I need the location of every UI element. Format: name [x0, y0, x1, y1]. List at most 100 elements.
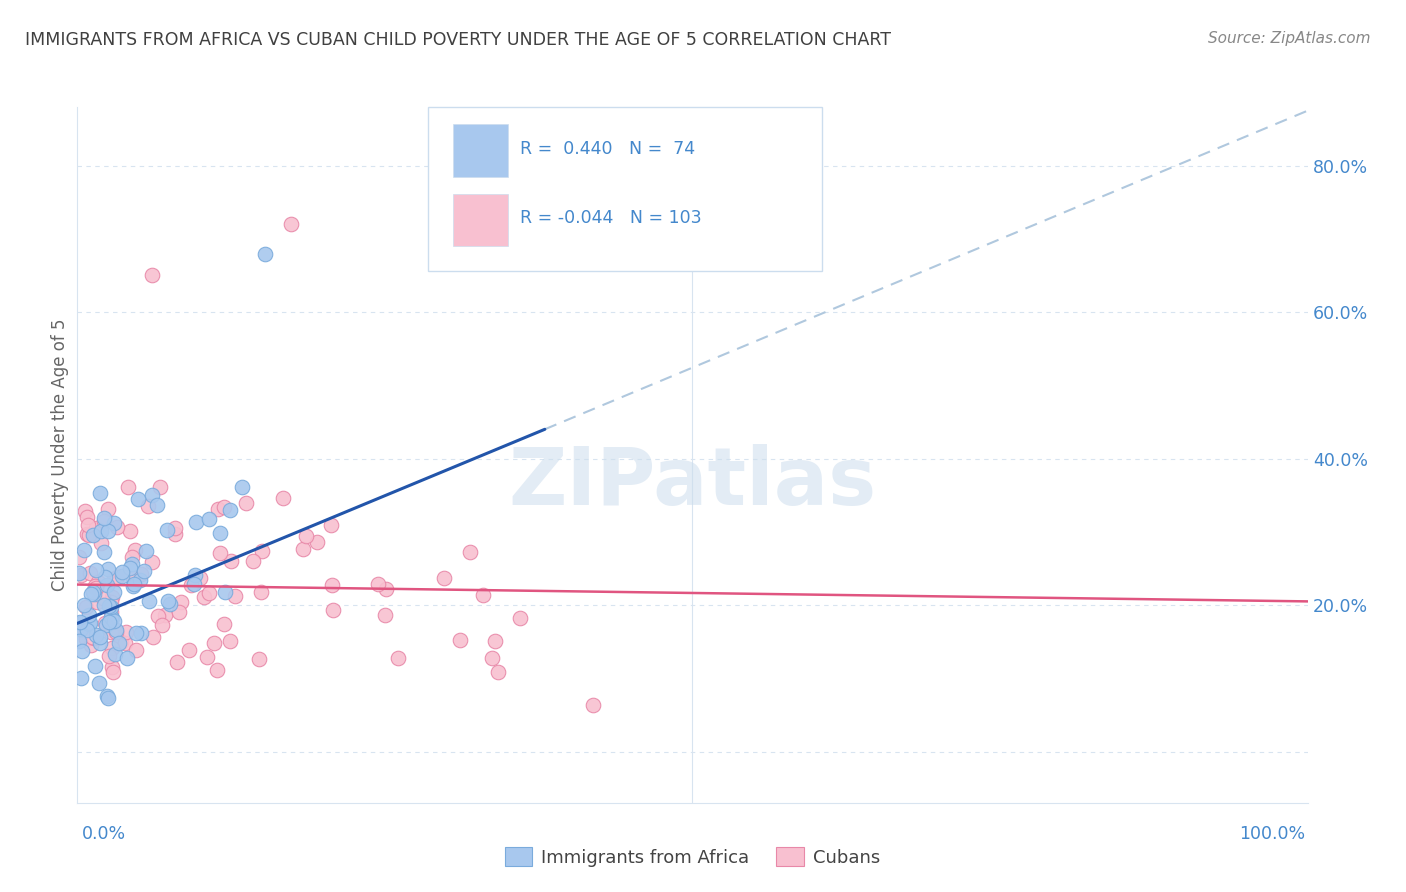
- Point: [208, 546, 231, 560]
- Point: [104, 647, 127, 661]
- Point: [118, 524, 141, 538]
- Point: [101, 660, 124, 674]
- Point: [67, 566, 90, 581]
- Point: [70, 567, 93, 582]
- Point: [90, 536, 112, 550]
- Text: R = -0.044   N = 103: R = -0.044 N = 103: [520, 210, 702, 227]
- Point: [103, 572, 125, 586]
- Point: [79, 587, 101, 601]
- Text: Source: ZipAtlas.com: Source: ZipAtlas.com: [1208, 31, 1371, 46]
- Point: [111, 568, 134, 582]
- Point: [86, 595, 108, 609]
- Point: [73, 504, 96, 518]
- Point: [84, 627, 107, 641]
- Point: [141, 555, 163, 569]
- Point: [163, 521, 186, 535]
- Point: [117, 479, 139, 493]
- Point: [122, 571, 145, 585]
- Point: [153, 608, 176, 623]
- Point: [97, 691, 120, 706]
- Point: [96, 689, 118, 703]
- Point: [70, 671, 93, 685]
- Point: [83, 587, 105, 601]
- Point: [84, 564, 107, 578]
- Point: [212, 617, 235, 632]
- Point: [115, 651, 138, 665]
- Point: [100, 599, 122, 614]
- Point: [80, 631, 103, 645]
- Point: [118, 561, 141, 575]
- Point: [101, 590, 124, 604]
- Point: [193, 590, 215, 604]
- Point: [84, 579, 107, 593]
- Point: [76, 517, 98, 532]
- Point: [124, 543, 146, 558]
- Point: [70, 643, 93, 657]
- Point: [121, 550, 143, 565]
- Point: [67, 622, 90, 636]
- Point: [100, 625, 122, 640]
- Point: [159, 598, 181, 612]
- Point: [67, 550, 90, 565]
- Point: [224, 589, 246, 603]
- Point: [252, 544, 274, 558]
- Point: [135, 544, 157, 558]
- Point: [73, 542, 96, 557]
- Point: [103, 665, 125, 679]
- Point: [77, 616, 100, 631]
- Point: [129, 567, 152, 582]
- Point: [90, 524, 112, 538]
- Point: [219, 634, 242, 648]
- Point: [110, 634, 132, 648]
- Point: [114, 636, 136, 650]
- Point: [481, 651, 503, 665]
- Point: [114, 625, 136, 640]
- Point: [273, 491, 295, 505]
- Point: [105, 570, 128, 584]
- Point: [146, 499, 169, 513]
- Point: [250, 584, 273, 599]
- Point: [184, 515, 207, 529]
- Point: [132, 564, 155, 578]
- Point: [156, 523, 179, 537]
- Point: [97, 649, 120, 664]
- Point: [94, 615, 117, 630]
- Point: [86, 574, 108, 589]
- Point: [110, 566, 132, 580]
- Point: [219, 554, 242, 568]
- Y-axis label: Child Poverty Under the Age of 5: Child Poverty Under the Age of 5: [51, 318, 69, 591]
- Point: [166, 655, 188, 669]
- Point: [101, 640, 124, 655]
- Point: [97, 615, 120, 630]
- Point: [177, 642, 200, 657]
- Point: [82, 528, 104, 542]
- Point: [146, 609, 169, 624]
- Point: [67, 620, 90, 634]
- Point: [165, 527, 187, 541]
- Point: [231, 480, 253, 494]
- Point: [98, 599, 121, 614]
- Point: [97, 502, 120, 516]
- Point: [207, 663, 229, 677]
- Point: [321, 578, 343, 592]
- Point: [100, 605, 122, 619]
- Text: 0.0%: 0.0%: [82, 825, 125, 843]
- Point: [180, 578, 202, 592]
- Point: [387, 650, 409, 665]
- Point: [141, 488, 163, 502]
- Point: [122, 579, 145, 593]
- Point: [374, 582, 396, 596]
- Point: [75, 599, 97, 614]
- Point: [103, 516, 125, 530]
- Point: [83, 632, 105, 646]
- Point: [319, 517, 342, 532]
- Text: IMMIGRANTS FROM AFRICA VS CUBAN CHILD POVERTY UNDER THE AGE OF 5 CORRELATION CHA: IMMIGRANTS FROM AFRICA VS CUBAN CHILD PO…: [25, 31, 891, 49]
- Point: [76, 526, 98, 541]
- Point: [94, 618, 117, 632]
- Text: ZIPatlas: ZIPatlas: [509, 443, 876, 522]
- Point: [209, 525, 232, 540]
- Point: [96, 577, 118, 591]
- Point: [138, 594, 160, 608]
- Point: [142, 630, 165, 644]
- Point: [136, 499, 159, 513]
